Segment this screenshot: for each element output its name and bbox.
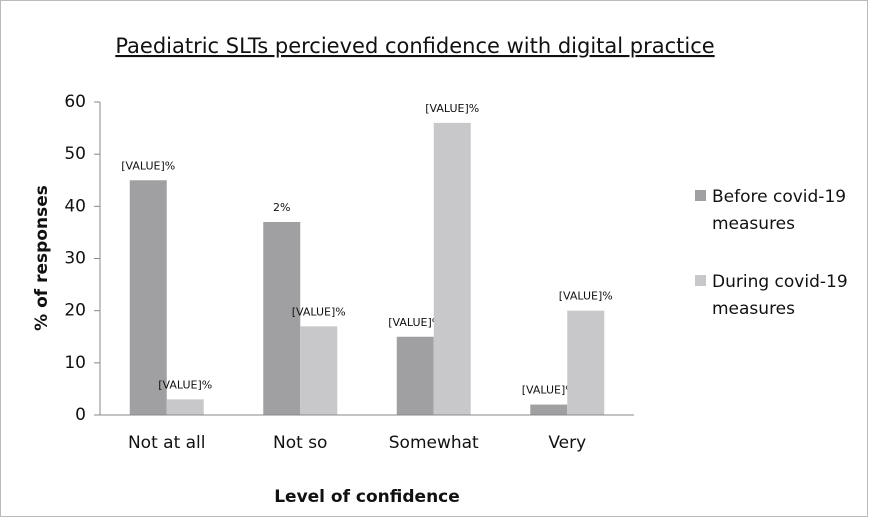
y-tick-label: 20 bbox=[64, 301, 86, 321]
data-label: [VALUE]% bbox=[388, 316, 442, 329]
x-tick-label: Not at all bbox=[128, 433, 206, 453]
legend-swatch bbox=[695, 275, 706, 286]
data-label: [VALUE]% bbox=[522, 384, 576, 397]
legend-label: During covid-19 measures bbox=[712, 272, 848, 319]
bar bbox=[129, 180, 167, 415]
data-label: [VALUE]% bbox=[292, 305, 346, 318]
bar bbox=[263, 221, 301, 415]
y-tick-label: 40 bbox=[64, 196, 86, 216]
y-tick-label: 30 bbox=[64, 249, 86, 269]
y-tick-label: 0 bbox=[75, 405, 86, 425]
bar bbox=[300, 326, 338, 415]
x-axis-title: Level of confidence bbox=[274, 487, 460, 507]
bar bbox=[396, 336, 434, 415]
x-tick-label: Very bbox=[548, 433, 586, 453]
data-label: [VALUE]% bbox=[559, 290, 613, 303]
data-label: 2% bbox=[273, 201, 290, 214]
y-tick-label: 50 bbox=[64, 144, 86, 164]
legend-label: Before covid-19 measures bbox=[712, 187, 846, 234]
bar bbox=[567, 310, 605, 415]
bar bbox=[530, 404, 568, 415]
x-tick-label: Somewhat bbox=[389, 433, 479, 453]
data-label: [VALUE]% bbox=[158, 378, 212, 391]
legend-swatch bbox=[695, 190, 706, 201]
bar bbox=[433, 122, 471, 415]
y-axis-title: % of responses bbox=[32, 185, 52, 331]
y-tick-label: 10 bbox=[64, 353, 86, 373]
data-label: [VALUE]% bbox=[425, 102, 479, 115]
x-tick-label: Not so bbox=[273, 433, 327, 453]
bar bbox=[166, 399, 204, 415]
y-tick-label: 60 bbox=[64, 92, 86, 112]
data-label: [VALUE]% bbox=[121, 159, 175, 172]
chart-title: Paediatric SLTs percieved confidence wit… bbox=[115, 34, 714, 58]
